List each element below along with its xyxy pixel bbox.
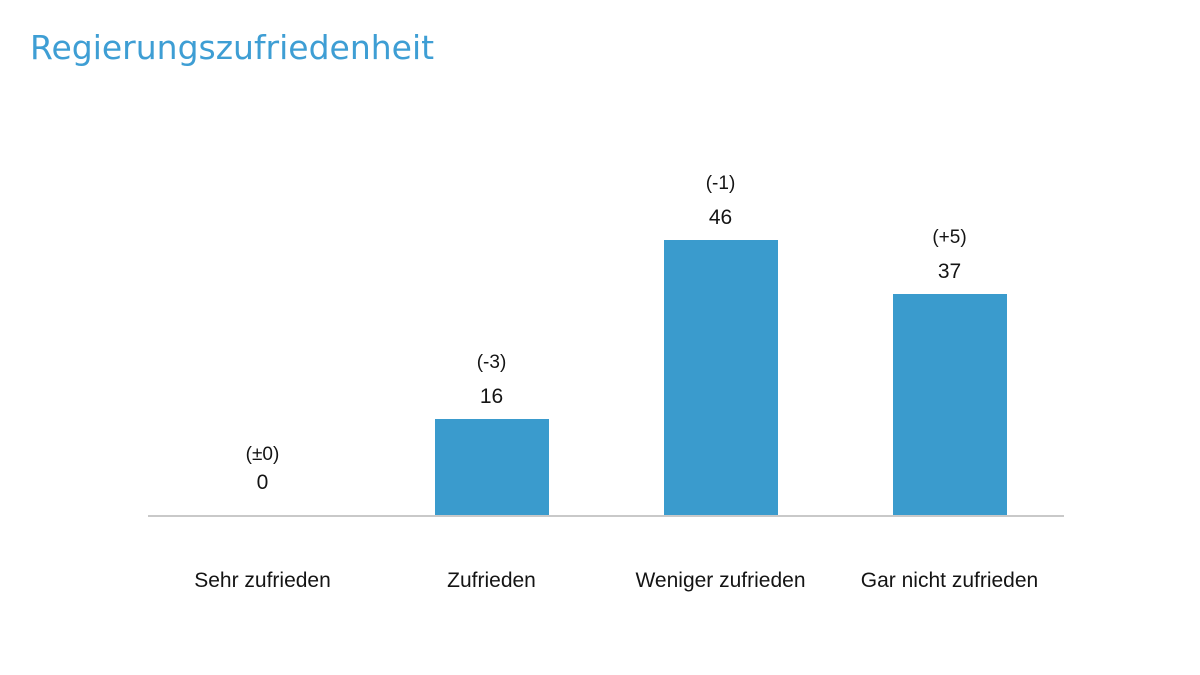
category-label: Weniger zufrieden <box>635 569 806 592</box>
bar <box>892 294 1007 515</box>
bar-change-label: (-3) <box>476 352 507 373</box>
page-title: Regierungszufriedenheit <box>30 28 435 68</box>
bar-value-label: 37 <box>937 260 962 283</box>
bar-group: (±0) 0 Sehr zufrieden <box>148 135 377 592</box>
category-label: Zufrieden <box>447 569 536 592</box>
bar <box>434 419 549 515</box>
plot-area: (±0) 0 Sehr zufrieden (-3) 16 Zufrieden (-1) 46… <box>148 135 1064 592</box>
category-label: Sehr zufrieden <box>194 569 331 592</box>
x-axis-line <box>148 515 1064 517</box>
bar <box>663 240 778 515</box>
bar-value-label: 0 <box>256 471 269 494</box>
bar-value-label: 46 <box>708 206 733 229</box>
bar-change-label: (-1) <box>705 173 736 194</box>
bar-chart: (±0) 0 Sehr zufrieden (-3) 16 Zufrieden (-1) 46… <box>148 135 1064 592</box>
bar-group: (+5) 37 Gar nicht zufrieden <box>835 135 1064 592</box>
category-label: Gar nicht zufrieden <box>860 569 1039 592</box>
bar-value-label: 16 <box>479 385 504 408</box>
bar-change-label: (+5) <box>932 227 967 248</box>
bar-group: (-1) 46 Weniger zufrieden <box>606 135 835 592</box>
bar-change-label: (±0) <box>245 444 280 465</box>
bar-group: (-3) 16 Zufrieden <box>377 135 606 592</box>
